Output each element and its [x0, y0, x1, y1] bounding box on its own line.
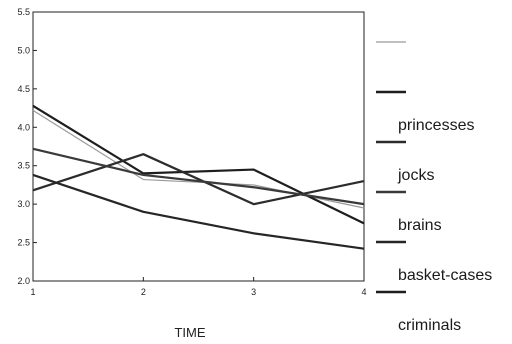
legend-label: basket-cases	[398, 267, 492, 284]
x-axis-title: TIME	[174, 325, 205, 340]
x-tick-label: 1	[30, 287, 35, 297]
x-tick-label: 2	[141, 287, 146, 297]
legend-label: jocks	[397, 167, 434, 184]
y-tick-label: 5.0	[17, 45, 30, 55]
plot-frame	[32, 11, 365, 282]
y-axis: 2.0 2.5 3.0 3.5 4.0 4.5 5.0 5.5	[17, 7, 37, 286]
y-tick-label: 2.5	[17, 238, 30, 248]
series-line-jocks	[32, 153, 365, 206]
series-line-unnamed	[32, 109, 365, 209]
y-tick-label: 3.5	[17, 161, 30, 171]
y-tick-label: 4.0	[17, 122, 30, 132]
y-tick-label: 4.5	[17, 84, 30, 94]
legend-label: brains	[398, 217, 442, 234]
legend: princesses jocks brains basket-cases crimina…	[376, 41, 492, 334]
legend-label: criminals	[398, 317, 461, 334]
x-axis: 1 2 3 4	[30, 277, 367, 297]
series-lines	[32, 104, 365, 250]
series-line-basket-cases	[32, 173, 365, 250]
y-tick-label: 3.0	[17, 199, 30, 209]
series-line-princesses	[32, 104, 365, 225]
x-tick-label: 3	[251, 287, 256, 297]
series-line-brains	[32, 147, 365, 206]
y-tick-label: 2.0	[17, 276, 30, 286]
y-tick-label: 5.5	[17, 7, 30, 17]
x-tick-label: 4	[361, 287, 366, 297]
legend-label: princesses	[398, 117, 474, 134]
